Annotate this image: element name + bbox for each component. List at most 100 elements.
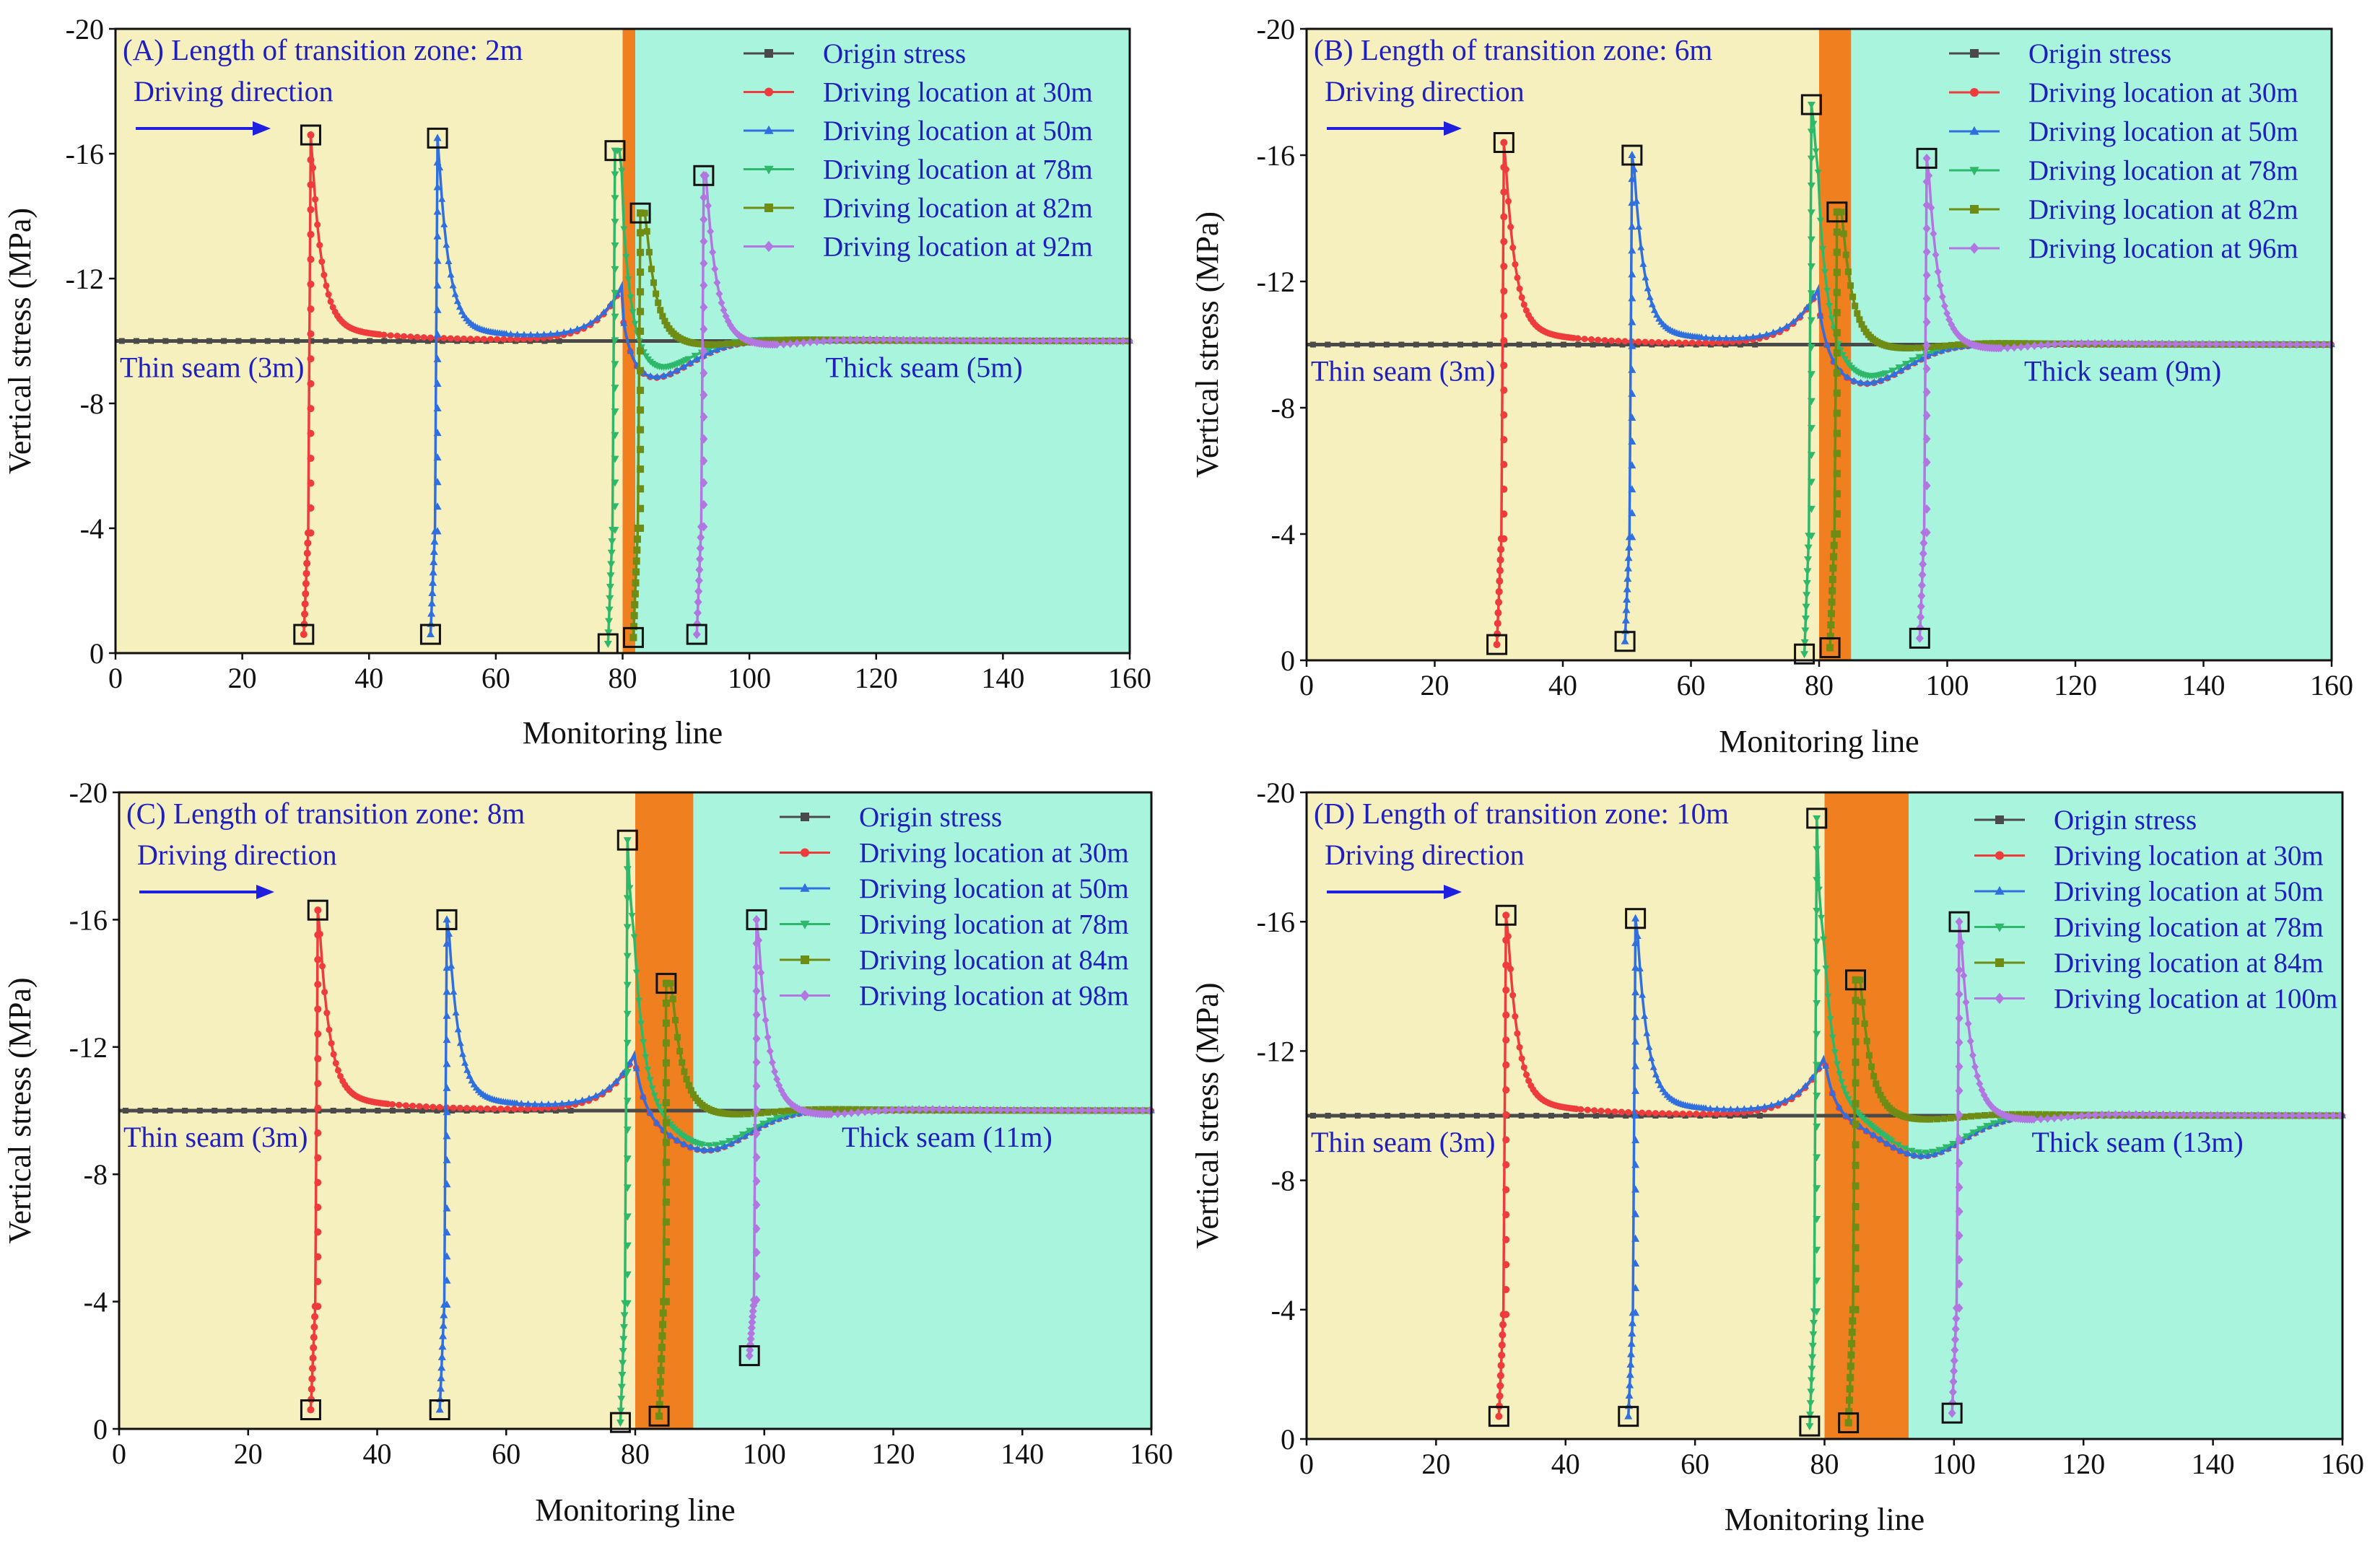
data-point <box>524 1100 532 1107</box>
peak-highlight-box <box>1800 94 1822 115</box>
data-point <box>1852 302 1859 310</box>
data-point <box>1810 1319 1818 1327</box>
data-point <box>906 336 914 344</box>
data-point <box>1927 204 1935 212</box>
data-point <box>816 336 824 344</box>
data-point <box>637 504 645 512</box>
legend-label: Driving location at 82m <box>823 193 1093 224</box>
data-point <box>314 1055 322 1063</box>
data-point <box>314 1129 322 1137</box>
data-point <box>1823 287 1831 294</box>
data-point <box>314 955 322 963</box>
data-point <box>976 1105 984 1114</box>
data-point <box>414 333 421 341</box>
data-point <box>886 335 894 344</box>
data-point <box>1618 1108 1625 1116</box>
data-point <box>1496 577 1504 585</box>
data-point <box>450 988 458 995</box>
data-point <box>524 1105 531 1112</box>
data-point <box>1976 1079 1984 1088</box>
legend-label: Driving location at 92m <box>823 232 1093 263</box>
data-point <box>1922 247 1931 257</box>
data-point <box>1619 341 1626 348</box>
data-point <box>1828 598 1836 606</box>
data-point <box>1498 1341 1506 1349</box>
data-point <box>669 995 676 1002</box>
data-point <box>607 549 616 557</box>
data-point <box>707 1146 715 1153</box>
data-point <box>1808 1074 1816 1081</box>
data-point <box>1702 333 1710 341</box>
legend-item-d50: Driving location at 50m <box>780 873 1129 904</box>
x-tick-label: 40 <box>354 662 383 694</box>
data-point <box>1615 338 1622 345</box>
data-point <box>433 502 442 510</box>
data-point <box>1829 564 1837 572</box>
legend-label: Origin stress <box>2028 38 2171 69</box>
data-point <box>1499 1331 1507 1339</box>
data-point <box>2098 338 2106 348</box>
data-point <box>533 331 541 338</box>
x-tick-label: 20 <box>1421 1448 1450 1480</box>
data-point <box>2241 1111 2249 1120</box>
data-point <box>301 600 309 608</box>
min-highlight-box <box>1909 627 1930 649</box>
data-point <box>866 1106 873 1113</box>
data-point <box>430 558 438 566</box>
data-point <box>630 612 638 620</box>
data-point <box>662 999 670 1007</box>
data-point <box>1641 1012 1649 1019</box>
data-point <box>2085 1111 2092 1120</box>
data-point <box>447 335 454 342</box>
data-point <box>1922 434 1931 444</box>
data-point <box>1948 341 1955 349</box>
data-point <box>986 336 994 345</box>
data-point <box>949 1105 957 1114</box>
data-point <box>1955 1207 1963 1217</box>
data-point <box>752 1271 761 1281</box>
data-point <box>623 1271 632 1279</box>
data-point <box>1852 1059 1860 1067</box>
data-point <box>1026 336 1034 346</box>
data-point <box>1631 1086 1640 1094</box>
thick-seam-label: Thick seam (9m) <box>2024 355 2221 388</box>
data-point <box>1631 165 1638 172</box>
x-tick-label: 20 <box>228 662 257 694</box>
data-point <box>1488 1113 1495 1119</box>
data-point <box>966 336 974 345</box>
data-point <box>632 969 640 976</box>
data-point <box>307 380 315 388</box>
x-tick-label: 160 <box>2321 1448 2364 1480</box>
legend-item-dmid: Driving location at 84m <box>1974 948 2324 979</box>
data-point <box>1500 535 1508 543</box>
data-point <box>307 1406 315 1414</box>
data-point <box>1833 369 1841 377</box>
data-point <box>1952 1313 1961 1324</box>
data-point <box>1824 993 1832 1000</box>
data-point <box>1859 999 1866 1006</box>
data-point <box>1496 556 1504 564</box>
data-point <box>1781 1096 1789 1103</box>
data-point <box>304 539 312 547</box>
data-point <box>1807 236 1815 244</box>
data-point <box>449 281 457 289</box>
data-point <box>689 1091 697 1098</box>
data-point <box>1806 1400 1815 1408</box>
data-point <box>1936 281 1944 290</box>
data-point <box>1950 1345 1959 1355</box>
data-point <box>611 195 619 203</box>
data-point <box>1754 1103 1762 1111</box>
data-point <box>1639 991 1646 998</box>
data-point <box>381 338 388 344</box>
data-point <box>1846 1385 1854 1393</box>
legend-item-d50: Driving location at 50m <box>1949 116 2298 147</box>
data-point <box>1940 1115 1948 1122</box>
data-point <box>620 226 628 233</box>
data-point <box>686 359 694 366</box>
data-point <box>752 1129 761 1139</box>
data-point <box>699 390 708 400</box>
data-point <box>1796 311 1804 318</box>
data-point <box>1956 917 1963 927</box>
data-point <box>628 913 636 920</box>
x-tick-label: 100 <box>1926 669 1969 701</box>
